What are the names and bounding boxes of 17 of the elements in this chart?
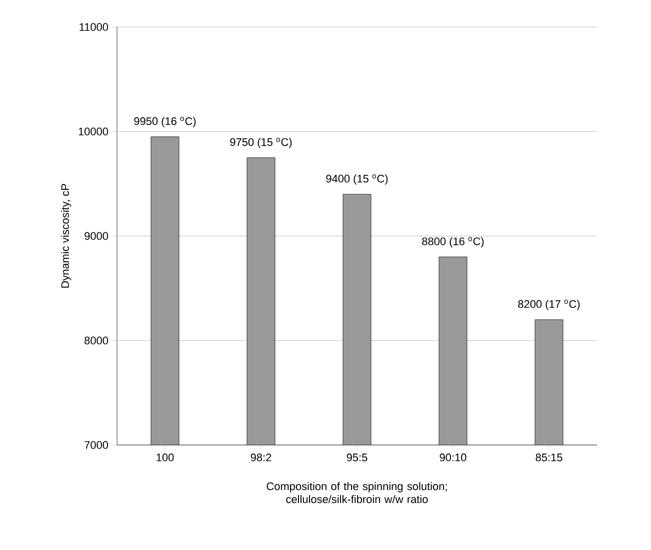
y-tick-label: 10000 (78, 128, 108, 136)
x-axis-title: Composition of the spinning solution; cellulose/silk-fibroin w/w ratio (266, 482, 447, 504)
x-tick-label: 90:10 (440, 454, 466, 462)
y-axis-title: Dynamic viscosity, cP (60, 184, 72, 288)
x-tick-label: 85:15 (536, 454, 562, 462)
data-label: 8800 (16 $^{o}$C) (422, 237, 484, 248)
data-label: 9750 (15 $^{o}$C) (230, 138, 292, 148)
data-label: 8200 (17 $^{o}$C) (518, 300, 580, 310)
y-tick-label: 11000 (80, 23, 108, 31)
x-tick-label: 98:2 (250, 454, 272, 462)
y-tick-label: 7000 (84, 441, 108, 449)
y-tick-label: 8000 (84, 336, 108, 344)
x-tick-label: 95:5 (346, 454, 368, 462)
data-label: 9950 (16 $^{o}$C) (134, 116, 196, 128)
y-tick-label: 9000 (84, 232, 108, 240)
data-label: 9400 (15 $^{o}$C) (326, 174, 388, 185)
x-tick-label: 100 (156, 454, 174, 462)
